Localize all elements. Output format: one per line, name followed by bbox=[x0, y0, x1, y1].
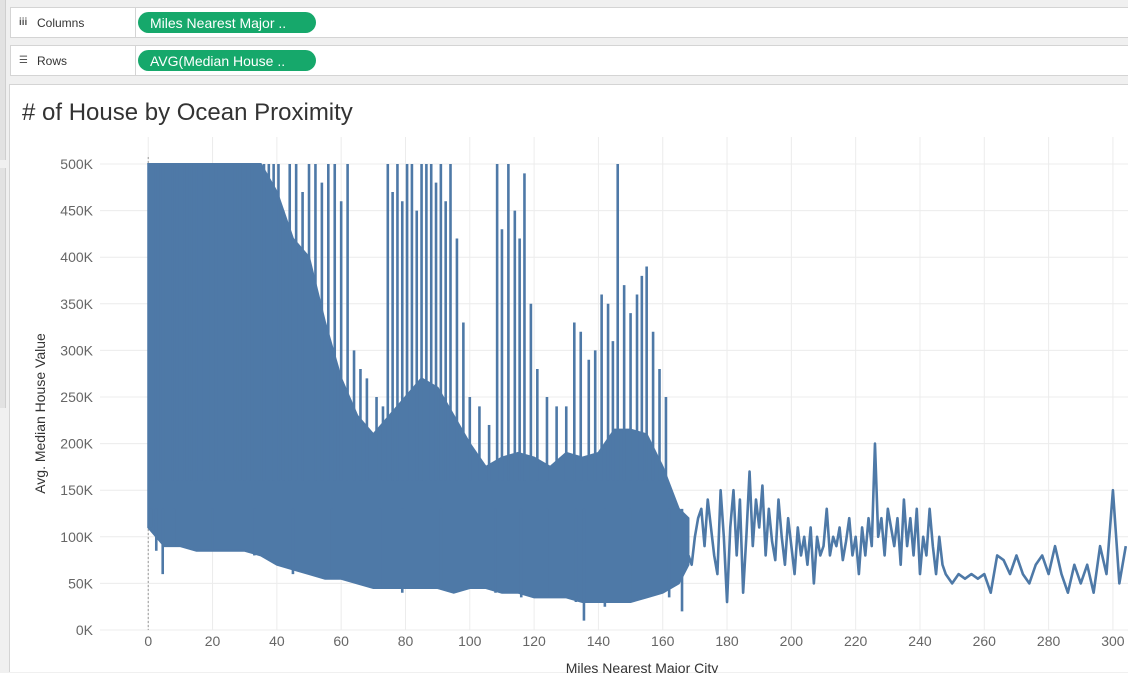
y-tick-label: 350K bbox=[60, 296, 93, 312]
x-axis-title: Miles Nearest Major City bbox=[566, 660, 718, 673]
x-tick-label: 200 bbox=[780, 633, 804, 649]
rows-pill[interactable]: AVG(Median House .. bbox=[138, 50, 316, 71]
y-tick-label: 250K bbox=[60, 389, 93, 405]
chart-view: # of House by Ocean Proximity 0 20 40 60 80 1… bbox=[9, 84, 1128, 673]
rows-icon: ☰ bbox=[19, 55, 28, 66]
x-tick-label: 60 bbox=[333, 633, 349, 649]
y-tick-label: 150K bbox=[60, 482, 93, 498]
y-tick-label: 100K bbox=[60, 529, 93, 545]
y-tick-label: 50K bbox=[68, 575, 94, 591]
y-tick-label: 450K bbox=[60, 203, 93, 219]
x-tick-label: 160 bbox=[651, 633, 675, 649]
left-panel-edge bbox=[0, 0, 6, 160]
y-tick-label: 0K bbox=[76, 622, 94, 638]
x-tick-label: 300 bbox=[1101, 633, 1125, 649]
chart-title: # of House by Ocean Proximity bbox=[22, 99, 353, 126]
y-axis-title: Avg. Median House Value bbox=[32, 333, 48, 494]
y-tick-label: 200K bbox=[60, 436, 93, 452]
x-tick-label: 80 bbox=[398, 633, 414, 649]
columns-pill[interactable]: Miles Nearest Major .. bbox=[138, 12, 316, 33]
x-tick-label: 260 bbox=[973, 633, 997, 649]
x-tick-label: 120 bbox=[522, 633, 546, 649]
x-tick-label: 280 bbox=[1037, 633, 1061, 649]
left-panel-edge-lower bbox=[0, 168, 6, 408]
rows-shelf[interactable]: ☰ Rows AVG(Median House .. bbox=[10, 45, 1128, 76]
y-tick-label: 300K bbox=[60, 342, 93, 358]
line-chart[interactable]: 0 20 40 60 80 100 120 140 160 180 200 220 240 260 280 3… bbox=[10, 85, 1128, 673]
x-tick-label: 20 bbox=[205, 633, 221, 649]
y-tick-label: 500K bbox=[60, 156, 93, 172]
columns-shelf-label: iii Columns bbox=[11, 8, 136, 37]
x-tick-label: 180 bbox=[715, 633, 739, 649]
rows-shelf-label: ☰ Rows bbox=[11, 46, 136, 75]
rows-label-text: Rows bbox=[37, 53, 68, 68]
x-tick-label: 0 bbox=[144, 633, 152, 649]
y-tick-label: 400K bbox=[60, 249, 93, 265]
x-tick-label: 40 bbox=[269, 633, 285, 649]
series-tail-line bbox=[687, 442, 1128, 604]
x-tick-label: 100 bbox=[458, 633, 482, 649]
columns-shelf[interactable]: iii Columns Miles Nearest Major .. bbox=[10, 7, 1128, 38]
x-tick-label: 240 bbox=[908, 633, 932, 649]
columns-icon: iii bbox=[19, 17, 28, 28]
columns-label-text: Columns bbox=[37, 15, 85, 30]
x-tick-label: 220 bbox=[844, 633, 868, 649]
x-tick-label: 140 bbox=[587, 633, 611, 649]
